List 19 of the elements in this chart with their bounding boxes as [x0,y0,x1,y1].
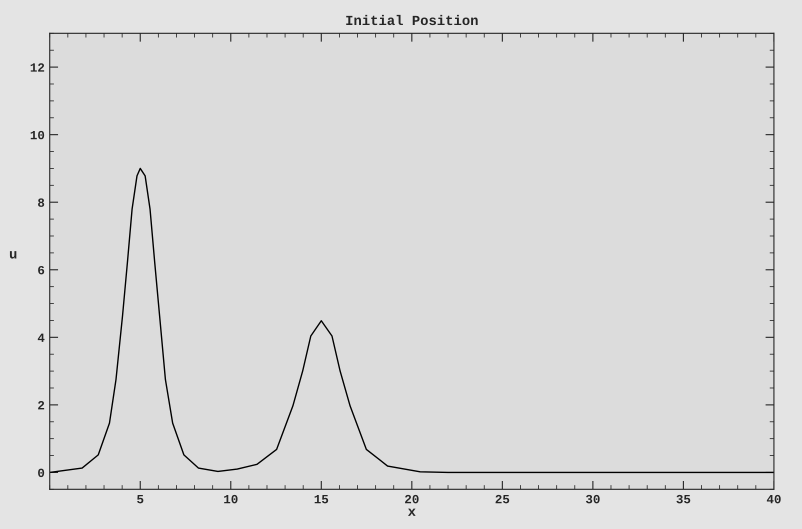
chart-title: Initial Position [346,14,478,26]
y-tick-label: 4 [38,334,44,342]
y-axis-title: u [10,251,16,259]
x-tick-label: 40 [766,494,781,504]
x-tick-label: 10 [224,494,238,504]
x-tick-label: 5 [137,495,144,504]
x-axis-title: x [408,508,416,516]
x-tick-label: 20 [405,494,419,504]
y-tick-label: 0 [38,468,44,478]
y-tick-label: 2 [38,401,44,410]
y-tick-label: 8 [38,198,44,207]
x-tick-label: 35 [676,494,690,504]
x-tick-label: 15 [314,495,328,504]
y-tick-label: 12 [30,63,44,72]
x-tick-label: 25 [496,494,510,504]
x-tick-label: 30 [586,494,600,504]
line-series [50,168,774,474]
y-tick-label: 10 [30,130,44,140]
y-tick-label: 6 [38,266,44,274]
